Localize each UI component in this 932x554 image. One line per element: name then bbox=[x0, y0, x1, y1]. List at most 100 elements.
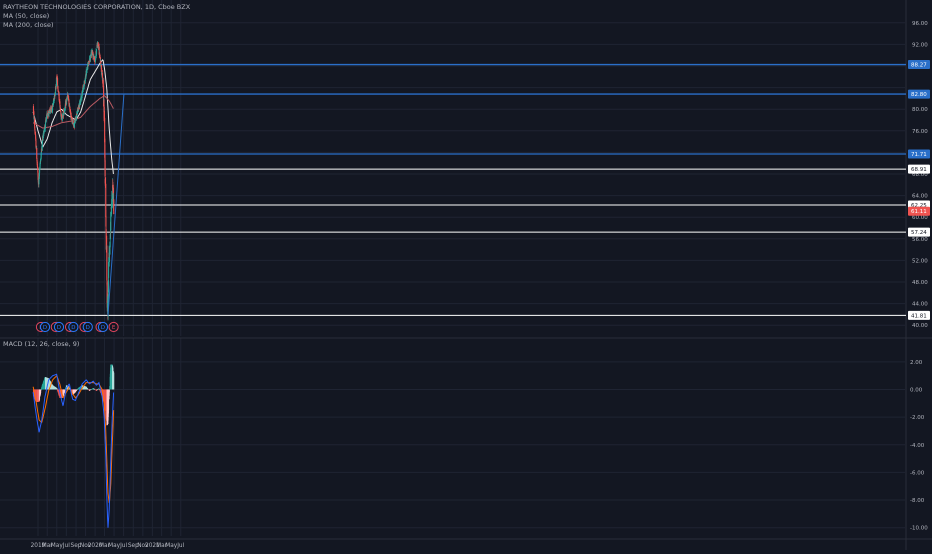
candle-body bbox=[60, 111, 62, 116]
dividend-marker[interactable]: D bbox=[82, 321, 93, 333]
horizontal-lines-layer[interactable] bbox=[0, 63, 906, 316]
candle-body bbox=[35, 140, 37, 147]
macd-histogram-bar bbox=[98, 388, 100, 390]
candle-body bbox=[81, 93, 83, 96]
axis-layer[interactable]: 96.00 92.00 80.00 76.00 68.00 64.00 60.00 56.00… bbox=[31, 21, 930, 549]
candle-body bbox=[92, 52, 94, 56]
candle-body bbox=[58, 100, 60, 102]
price-level-badge[interactable]: 41.81 bbox=[908, 310, 930, 320]
candle-body bbox=[43, 131, 45, 134]
price-level-badge-bg bbox=[908, 310, 930, 320]
candle-body bbox=[36, 159, 38, 163]
price-axis-tick-label: 92.00 bbox=[912, 42, 928, 48]
time-axis-tick-label: 2019 bbox=[31, 543, 46, 549]
event-marker-label: D bbox=[43, 325, 47, 331]
candle-body bbox=[100, 61, 102, 66]
candle-body bbox=[99, 54, 101, 59]
candle-body bbox=[69, 106, 71, 107]
candle-body bbox=[48, 112, 50, 114]
macd-histogram-bar bbox=[56, 388, 58, 390]
event-marker-label: D bbox=[101, 325, 105, 331]
candle-body bbox=[102, 79, 104, 81]
candle-body bbox=[41, 139, 43, 144]
candle-body bbox=[66, 97, 68, 100]
price-axis-tick-label: 40.00 bbox=[912, 323, 928, 329]
dividend-marker[interactable]: D bbox=[53, 321, 65, 333]
event-markers-layer[interactable]: EDEDEDEDEDE bbox=[35, 321, 119, 333]
dividend-marker[interactable]: D bbox=[68, 321, 79, 333]
candle-body bbox=[40, 158, 42, 162]
candle-body bbox=[39, 169, 41, 173]
price-level-badge[interactable]: 57.24 bbox=[908, 227, 930, 237]
price-level-badge-bg bbox=[908, 206, 930, 216]
candle-body bbox=[88, 63, 90, 65]
candle-body bbox=[74, 122, 76, 124]
candle-body bbox=[103, 86, 105, 107]
price-level-badge[interactable]: 71.71 bbox=[908, 149, 930, 159]
price-axis-tick-label: 76.00 bbox=[912, 129, 928, 135]
earnings-marker[interactable]: E bbox=[108, 321, 119, 333]
price-axis-tick-label: 96.00 bbox=[912, 21, 928, 27]
candle-body bbox=[34, 118, 36, 126]
macd-histogram-bar bbox=[98, 388, 100, 390]
candle-body bbox=[77, 110, 79, 113]
candle-body bbox=[67, 97, 69, 98]
macd-histogram-bar bbox=[64, 389, 66, 392]
dividend-marker[interactable]: D bbox=[39, 321, 51, 333]
candle-body bbox=[57, 89, 59, 91]
price-level-badge[interactable]: 61.11 bbox=[908, 206, 930, 216]
candle-body bbox=[67, 94, 69, 97]
trendline[interactable] bbox=[107, 94, 125, 316]
candle-body bbox=[101, 73, 104, 81]
price-axis-tick-label: 44.00 bbox=[912, 302, 928, 308]
dividend-badge-circle bbox=[82, 321, 93, 333]
dividend-marker[interactable]: D bbox=[97, 321, 109, 333]
candle-body bbox=[87, 63, 89, 70]
price-level-badge-text: 88.27 bbox=[911, 63, 927, 69]
macd-legend[interactable]: MACD (12, 26, close, 9) bbox=[3, 340, 80, 348]
symbol-title[interactable]: RAYTHEON TECHNOLOGIES CORPORATION, 1D, C… bbox=[3, 3, 191, 11]
price-level-badge-bg bbox=[908, 149, 930, 159]
price-axis-tick-label: 80.00 bbox=[912, 107, 928, 113]
candle-body bbox=[36, 147, 38, 159]
candle-body bbox=[57, 78, 59, 86]
candle-body bbox=[64, 110, 66, 111]
time-axis-tick-label: Sep bbox=[128, 543, 139, 549]
time-axis-tick-label: Sep bbox=[71, 543, 82, 549]
candle-body bbox=[92, 54, 94, 57]
candle-body bbox=[103, 106, 105, 121]
time-axis-tick-label: 2020 bbox=[88, 543, 103, 549]
candle-body bbox=[84, 76, 86, 81]
time-axis-tick-label: Jul bbox=[176, 543, 184, 549]
ma50-legend[interactable]: MA (50, close) bbox=[3, 12, 50, 20]
time-axis-tick-label: Nov bbox=[137, 543, 149, 549]
candle-body bbox=[96, 45, 98, 47]
dividend-badge-circle bbox=[39, 321, 51, 333]
dividend-badge-circle bbox=[53, 321, 65, 333]
macd-histogram-bar bbox=[56, 389, 58, 390]
candle-body bbox=[51, 110, 53, 112]
dividend-badge-circle bbox=[97, 321, 109, 333]
ma200-legend[interactable]: MA (200, close) bbox=[3, 21, 54, 29]
candle-body bbox=[55, 85, 57, 87]
price-level-badge[interactable]: 88.27 bbox=[908, 60, 930, 70]
event-marker-label: D bbox=[86, 325, 90, 331]
candle-body bbox=[110, 212, 112, 231]
candle-body bbox=[105, 183, 107, 218]
legend-block: RAYTHEON TECHNOLOGIES CORPORATION, 1D, C… bbox=[3, 3, 190, 30]
price-level-badge[interactable]: 82.80 bbox=[908, 89, 930, 99]
trendline-layer[interactable] bbox=[107, 94, 125, 316]
candle-body bbox=[109, 241, 111, 248]
price-level-badge[interactable]: 68.91 bbox=[908, 164, 930, 174]
macd-histogram-bar bbox=[108, 389, 110, 410]
price-level-badge-bg bbox=[908, 89, 930, 99]
candle-body bbox=[102, 83, 104, 88]
macd-axis-tick-label: -2.00 bbox=[910, 415, 925, 421]
macd-histogram-bar bbox=[64, 389, 66, 390]
candle-body bbox=[80, 97, 82, 101]
candle-body bbox=[46, 113, 48, 117]
time-axis-tick-label: May bbox=[51, 543, 64, 549]
candle-body bbox=[55, 77, 58, 86]
